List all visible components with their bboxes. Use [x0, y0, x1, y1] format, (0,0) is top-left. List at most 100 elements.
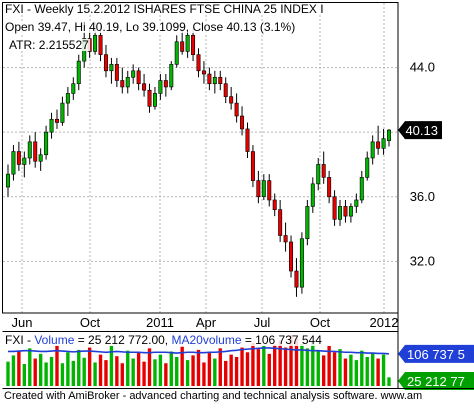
last-price-tag-label: 40.13: [405, 123, 438, 138]
time-tick-label: Oct: [310, 315, 331, 330]
volume-bar: [50, 357, 53, 386]
footer-credit: Created with AmiBroker - advanced charti…: [4, 391, 422, 402]
volume-axis: 106 737 525 212 77: [398, 345, 474, 390]
volume-bar: [39, 354, 42, 386]
candle-body: [382, 139, 385, 149]
time-tick-label: 2012: [370, 315, 399, 330]
candle-body: [61, 103, 64, 122]
ma-legend-label: MA20volume: [171, 333, 241, 347]
candle-body: [180, 42, 183, 52]
volume-bar: [322, 355, 325, 386]
volume-bar: [148, 348, 151, 386]
candle-body: [142, 84, 145, 90]
volume-bar: [382, 355, 385, 386]
price-tick-label: 32.0: [410, 253, 435, 268]
candle-body: [355, 200, 358, 206]
candle-body: [159, 81, 162, 94]
volume-bar: [306, 348, 309, 386]
candle-body: [115, 64, 118, 80]
volume-bar: [77, 350, 80, 386]
volume-bar: [284, 348, 287, 386]
candle-body: [153, 93, 156, 106]
time-tick-label: Oct: [80, 315, 101, 330]
price-tick-label: 36.0: [410, 189, 435, 204]
volume-legend-value: = 25 212 772.00,: [74, 333, 171, 347]
volume-bar: [61, 363, 64, 386]
volume-bar: [66, 352, 69, 386]
price-tick-label: 44.0: [410, 60, 435, 75]
volume-bar: [137, 353, 140, 386]
volume-bar: [28, 348, 31, 386]
ohlc-readout: Open 39.47, Hi 40.19, Lo 39.1099, Close …: [4, 21, 296, 33]
volume-bar: [6, 362, 9, 386]
candle-body: [121, 81, 124, 87]
candle-body: [202, 71, 205, 74]
volume-bar: [349, 355, 352, 386]
volume-bar: [371, 353, 374, 386]
candle-body: [213, 77, 216, 83]
volume-value-tag-label: 25 212 77: [407, 374, 465, 389]
volume-bar: [213, 359, 216, 386]
volume-bar: [257, 349, 260, 386]
volume-bar: [121, 363, 124, 386]
candle-body: [376, 142, 379, 148]
candle-body: [17, 152, 20, 165]
volume-bar: [170, 351, 173, 386]
volume-legend-prefix: FXI -: [5, 333, 34, 347]
candle-body: [148, 90, 151, 106]
volume-bar: [355, 360, 358, 386]
chart-title: FXI - Weekly 15.2.2012 ISHARES FTSE CHIN…: [4, 3, 325, 15]
candle-body: [23, 158, 26, 164]
candle-body: [93, 35, 96, 51]
candle-body: [137, 71, 140, 84]
volume-bar: [88, 348, 91, 386]
volume-bar: [268, 354, 271, 386]
candle-body: [268, 181, 271, 200]
candle-body: [39, 155, 42, 161]
volume-bar: [153, 359, 156, 386]
volume-bar: [175, 357, 178, 386]
volume-bar: [186, 360, 189, 386]
candle-body: [164, 81, 167, 87]
candle-body: [34, 142, 37, 161]
candle-body: [175, 42, 178, 65]
candle-body: [191, 35, 194, 54]
candle-body: [257, 181, 260, 197]
volume-bar: [202, 362, 205, 386]
candle-body: [104, 55, 107, 71]
volume-bar: [93, 362, 96, 386]
volume-bar: [142, 362, 145, 386]
candle-body: [371, 142, 374, 158]
volume-bar: [360, 351, 363, 386]
time-tick-label: Jul: [254, 315, 271, 330]
price-axis: 32.036.040.044.040.13: [398, 60, 442, 269]
volume-bar: [235, 357, 238, 386]
candle-body: [317, 164, 320, 183]
volume-bar: [240, 348, 243, 386]
candle-body: [131, 71, 134, 77]
candle-body: [28, 142, 31, 158]
time-tick-label: Apr: [196, 315, 217, 330]
candle-body: [311, 184, 314, 207]
volume-legend: FXI - Volume = 25 212 772.00, MA20volume…: [4, 334, 323, 346]
volume-bar: [387, 377, 390, 386]
volume-bar: [83, 358, 86, 386]
candle-body: [366, 158, 369, 177]
candle-body: [77, 61, 80, 84]
volume-bar: [72, 361, 75, 386]
candle-body: [333, 197, 336, 220]
candle-body: [262, 181, 265, 197]
candle-body: [289, 242, 292, 271]
candle-body: [284, 236, 287, 242]
candle-body: [126, 77, 129, 87]
candle-body: [327, 177, 330, 196]
volume-legend-label: Volume: [34, 333, 74, 347]
candle-body: [66, 93, 69, 103]
volume-bar: [338, 349, 341, 386]
volume-bar: [197, 350, 200, 386]
volume-bar: [191, 355, 194, 386]
volume-bar: [23, 364, 26, 386]
volume-bar: [229, 355, 232, 386]
candle-body: [322, 164, 325, 177]
